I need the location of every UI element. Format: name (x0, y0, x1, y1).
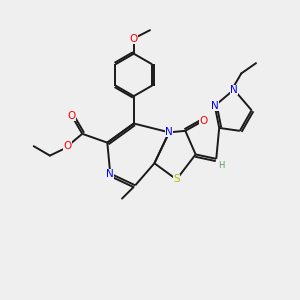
Text: O: O (68, 111, 76, 121)
Text: O: O (200, 116, 208, 126)
Text: N: N (211, 101, 219, 111)
Text: H: H (218, 161, 225, 170)
Text: O: O (63, 141, 72, 151)
Text: N: N (165, 127, 173, 137)
Text: N: N (106, 169, 114, 178)
Text: N: N (230, 85, 238, 94)
Text: O: O (130, 34, 138, 44)
Text: S: S (173, 174, 180, 184)
